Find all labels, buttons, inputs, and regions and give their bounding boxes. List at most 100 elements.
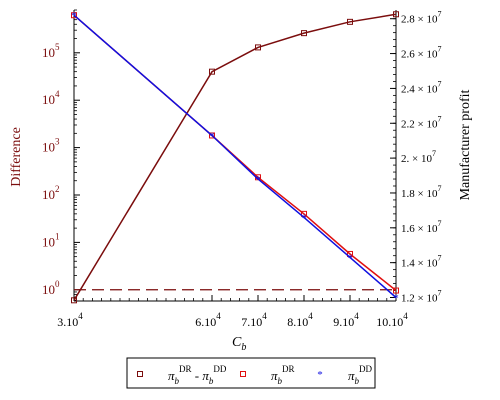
y-axis-left-label: Difference <box>9 127 24 187</box>
y-right-tick-exponent: 7 <box>437 289 441 298</box>
y-right-tick-mantissa: 2.8 × 10 <box>401 14 438 26</box>
series-difference-point <box>209 68 215 75</box>
series-difference-point <box>71 297 77 304</box>
x-axis-label: Cb <box>232 335 246 353</box>
legend-label-2: πb DR <box>271 364 295 386</box>
y-right-tick-label: 2.4 × 107 <box>401 79 441 95</box>
x-tick-mantissa: 7.10 <box>241 315 262 329</box>
x-axis-label-base: C <box>232 335 242 350</box>
series-difference-point <box>347 18 353 25</box>
series-pi-dr-point <box>209 132 215 139</box>
x-tick-exponent: 4 <box>78 311 83 321</box>
x-tick-label: 3.104 <box>57 311 83 329</box>
y-left-tick-label: 100 <box>42 279 60 297</box>
y-axis-right-label: Manufacturer profit <box>458 90 473 201</box>
legend: πbDR - πbDD πbDR * πbDD <box>126 357 376 389</box>
x-tick-mantissa: 6.10 <box>195 315 216 329</box>
series-pi-dd-point: * <box>255 174 261 186</box>
y-right-tick-label: 2. × 107 <box>401 149 436 165</box>
y-left-tick-label: 102 <box>42 184 60 202</box>
y-right-tick-mantissa: 2.2 × 10 <box>401 118 438 130</box>
y-right-tick-label: 1.4 × 107 <box>401 254 441 270</box>
y-left-tick-label: 105 <box>42 42 60 60</box>
x-tick-label: 10.104 <box>376 311 408 329</box>
legend-text-part: DD <box>359 364 372 374</box>
legend-label-1: πbDR - πbDD <box>168 364 227 386</box>
y-right-tick-mantissa: 1.8 × 10 <box>401 188 438 200</box>
legend-text-part: π <box>271 368 278 383</box>
y-right-tick-exponent: 7 <box>432 149 436 158</box>
y-left-tick-exponent: 5 <box>55 42 60 52</box>
y-left-tick-exponent: 2 <box>55 184 60 194</box>
x-tick-exponent: 4 <box>216 311 221 321</box>
y-right-tick-mantissa: 2. × 10 <box>401 153 432 165</box>
series-difference-point <box>393 11 399 18</box>
x-tick-label: 7.104 <box>241 311 267 329</box>
y-right-tick-label: 2.2 × 107 <box>401 114 441 130</box>
x-tick-label: 8.104 <box>287 311 313 329</box>
legend-text-part: π <box>168 368 175 383</box>
y-left-tick-label: 104 <box>42 89 60 107</box>
y-right-tick-label: 1.2 × 107 <box>401 289 441 305</box>
x-tick-label: 6.104 <box>195 311 221 329</box>
y-left-tick-exponent: 4 <box>55 89 60 99</box>
series-layer: * * * * * * <box>71 10 399 305</box>
y-right-tick-exponent: 7 <box>437 219 441 228</box>
legend-text-part: b <box>355 376 360 386</box>
axis-labels: Difference Manufacturer profit Cb <box>9 90 473 353</box>
y-left-tick-label: 103 <box>42 137 60 155</box>
series-pi-dd-point: * <box>393 293 399 305</box>
series-difference-point <box>301 30 307 37</box>
x-tick-mantissa: 3.10 <box>57 315 78 329</box>
series-pi-dr-point <box>393 287 399 294</box>
y-right-tick-exponent: 7 <box>437 10 441 19</box>
legend-text-part: π <box>348 368 355 383</box>
legend-text-part: - <box>192 368 203 383</box>
legend-text-part: DD <box>213 364 226 374</box>
legend-label-3: πb DD <box>348 364 373 386</box>
legend-marker-1 <box>137 371 143 377</box>
legend-text-part: π <box>202 368 209 383</box>
y-right-tick-exponent: 7 <box>437 114 441 123</box>
axes <box>73 9 397 302</box>
y-right-tick-mantissa: 1.6 × 10 <box>401 223 438 235</box>
y-right-tick-mantissa: 2.4 × 10 <box>401 83 438 95</box>
legend-marker-2 <box>240 371 246 377</box>
y-right-tick-mantissa: 2.6 × 10 <box>401 49 438 61</box>
x-tick-exponent: 4 <box>308 311 313 321</box>
x-tick-mantissa: 9.10 <box>333 315 354 329</box>
legend-text-part: b <box>209 376 214 386</box>
x-tick-exponent: 4 <box>262 311 267 321</box>
x-tick-exponent: 4 <box>354 311 359 321</box>
x-tick-mantissa: 8.10 <box>287 315 308 329</box>
y-left-tick-exponent: 1 <box>55 231 60 241</box>
legend-text-part: DR <box>179 364 192 374</box>
series-pi-dd-point: * <box>347 252 353 264</box>
legend-text-part: DR <box>282 364 295 374</box>
y-right-tick-exponent: 7 <box>437 45 441 54</box>
legend-marker-3: * <box>317 369 323 381</box>
y-right-tick-mantissa: 1.2 × 10 <box>401 293 438 305</box>
series-pi-dd-point: * <box>71 10 77 22</box>
y-right-tick-label: 2.8 × 107 <box>401 10 441 26</box>
series-difference-line <box>73 13 397 301</box>
y-left-tick-exponent: 0 <box>55 279 60 289</box>
y-left-tick-exponent: 3 <box>55 137 60 147</box>
x-tick-mantissa: 10.10 <box>376 315 403 329</box>
y-right-tick-label: 1.8 × 107 <box>401 184 441 200</box>
y-right-tick-exponent: 7 <box>437 254 441 263</box>
y-right-tick-exponent: 7 <box>437 184 441 193</box>
series-difference-point <box>255 44 261 51</box>
x-axis-label-sub: b <box>241 342 246 353</box>
y-left-tick-label: 101 <box>42 231 60 249</box>
series-pi-dd-point: * <box>209 130 215 142</box>
y-right-tick-label: 1.6 × 107 <box>401 219 441 235</box>
y-right-tick-mantissa: 1.4 × 10 <box>401 258 438 270</box>
series-pi-dr-point <box>71 12 77 19</box>
x-tick-label: 9.104 <box>333 311 359 329</box>
legend-text-part: b <box>175 376 180 386</box>
legend-text-part: b <box>278 376 283 386</box>
series-pi-dd-point: * <box>301 212 307 224</box>
